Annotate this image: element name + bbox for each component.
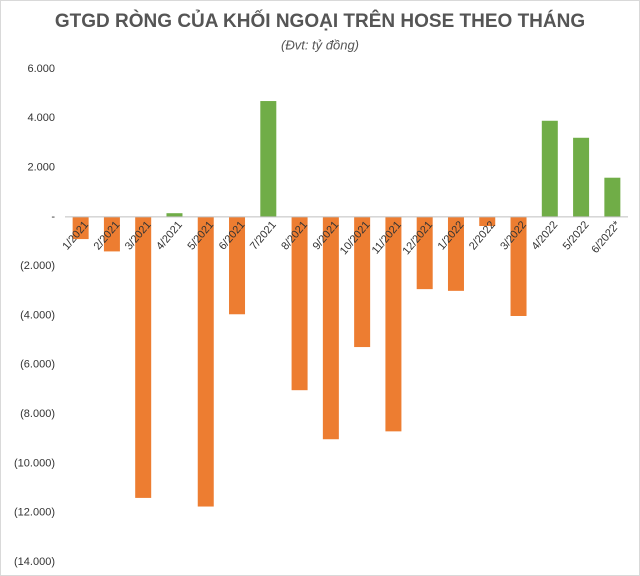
bar	[416, 216, 433, 290]
y-tick-label: (14.000)	[14, 556, 55, 568]
bar	[541, 120, 558, 217]
y-tick-label: (2.000)	[20, 260, 55, 272]
bar	[354, 216, 371, 348]
bar	[385, 216, 402, 432]
chart-subtitle: (Đvt: tỷ đồng)	[281, 37, 359, 52]
bar	[291, 216, 308, 391]
bar	[103, 216, 120, 252]
y-tick-label: (10.000)	[14, 457, 55, 469]
y-tick-label: (12.000)	[14, 507, 55, 519]
bar	[72, 216, 89, 240]
y-tick-label: -	[51, 211, 55, 223]
y-tick-label: (6.000)	[20, 359, 55, 371]
chart-title: GTGD RÒNG CỦA KHỐI NGOẠI TRÊN HOSE THEO …	[55, 10, 585, 32]
bar	[260, 101, 277, 217]
y-tick-label: (4.000)	[20, 309, 55, 321]
bar	[604, 177, 621, 217]
bar	[166, 213, 183, 217]
y-tick-label: 6.000	[27, 63, 55, 75]
bar	[197, 216, 214, 507]
bar	[229, 216, 246, 315]
bar	[510, 216, 527, 316]
bar	[447, 216, 464, 291]
bar	[322, 216, 339, 440]
bar	[479, 216, 496, 227]
y-tick-label: (8.000)	[20, 408, 55, 420]
y-tick-label: 2.000	[27, 162, 55, 174]
bar	[135, 216, 152, 498]
y-tick-label: 4.000	[27, 112, 55, 124]
bar	[573, 137, 590, 217]
